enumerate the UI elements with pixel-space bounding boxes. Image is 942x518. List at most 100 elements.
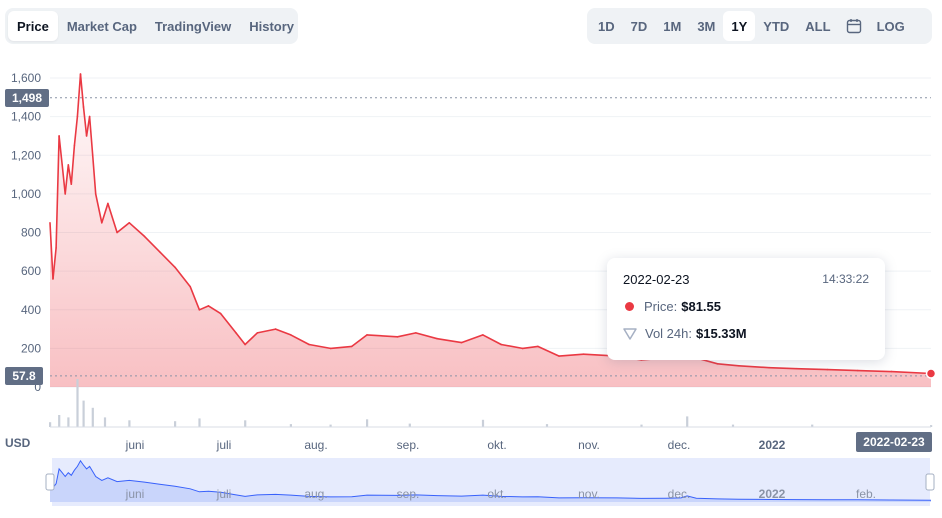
- y-tick-label: 1,600: [11, 71, 41, 85]
- tooltip-volume-label: Vol 24h:: [645, 326, 692, 341]
- range-1y[interactable]: 1Y: [723, 11, 756, 41]
- volume-bar: [686, 416, 689, 427]
- price-segment: [158, 251, 176, 269]
- price-segment: [350, 334, 368, 348]
- price-segment: [716, 362, 740, 367]
- navigator-tick-label: 2022: [759, 487, 786, 501]
- volume-bar: [49, 422, 52, 427]
- x-tick-label: 2022: [759, 438, 786, 452]
- navigator-tick-label: juli: [216, 487, 232, 501]
- navigator-x-axis: juni juli aug. sep. okt. nov. dec. 2022 feb.: [125, 487, 876, 501]
- price-segment: [890, 370, 932, 375]
- price-segment: [768, 366, 798, 370]
- price-segment: [366, 334, 399, 338]
- price-segment: [856, 369, 893, 373]
- y-tick-label: 800: [21, 226, 41, 240]
- navigator-right-handle[interactable]: [925, 473, 935, 491]
- navigator-area: [50, 460, 931, 502]
- navigator-line: [49, 459, 932, 501]
- price-segment: [308, 343, 332, 350]
- reference-lines: [50, 97, 931, 377]
- volume-bar: [731, 424, 735, 427]
- price-segment: [82, 106, 88, 137]
- price-segment: [49, 222, 54, 280]
- price-segment: [61, 164, 66, 195]
- range-ytd[interactable]: YTD: [763, 18, 790, 34]
- price-area: [50, 74, 931, 387]
- volume-bar: [91, 407, 94, 427]
- navigator-tick-label: sep.: [397, 487, 420, 501]
- price-segment: [396, 332, 417, 338]
- navigator-tick-label: juni: [125, 487, 145, 501]
- price-segment: [256, 328, 277, 334]
- volume-bar: [408, 423, 411, 427]
- tooltip-date: 2022-02-23: [623, 272, 690, 287]
- volume-bar: [128, 420, 131, 427]
- volume-bars: [49, 379, 933, 428]
- y-tick-label: 1,400: [11, 110, 41, 124]
- price-segment: [198, 305, 210, 311]
- volume-bar: [198, 418, 201, 427]
- y-axis: 0 200 400 600 800 1,000 1,200 1,400 1,600: [11, 71, 41, 394]
- price-segment: [107, 202, 118, 234]
- calendar-icon[interactable]: [839, 11, 869, 41]
- volume-bar: [67, 417, 70, 427]
- x-tick-label: aug.: [304, 438, 327, 452]
- tab-history[interactable]: History: [249, 18, 295, 34]
- x-tick-label: juni: [125, 438, 145, 452]
- price-segment: [76, 73, 82, 118]
- price-segment: [219, 312, 237, 334]
- price-segment: [558, 353, 585, 357]
- range-3m[interactable]: 3M: [697, 18, 716, 34]
- volume-bar: [366, 419, 369, 427]
- price-segment: [116, 222, 131, 234]
- log-scale-toggle[interactable]: LOG: [876, 18, 905, 34]
- price-segment: [64, 164, 70, 195]
- tab-tradingview[interactable]: TradingView: [154, 18, 232, 34]
- navigator-tick-label: aug.: [304, 487, 327, 501]
- price-segment: [55, 135, 60, 249]
- time-range-selector: 1D 7D 1M 3M 1Y YTD ALL LOG: [587, 8, 932, 44]
- price-segment: [189, 285, 201, 311]
- price-segment: [143, 235, 161, 253]
- price-segment: [414, 332, 439, 340]
- y-tick-label: 200: [21, 341, 41, 355]
- navigator-left-handle[interactable]: [45, 473, 55, 491]
- tooltip-price-label: Price:: [644, 299, 678, 314]
- range-1d[interactable]: 1D: [598, 18, 615, 34]
- range-1m[interactable]: 1M: [663, 18, 682, 34]
- price-segment: [101, 202, 109, 224]
- price-segment: [174, 266, 191, 288]
- price-segment: [329, 345, 353, 350]
- price-dot-icon: [625, 302, 634, 311]
- navigator-tick-label: feb.: [856, 487, 876, 501]
- price-segment: [500, 343, 524, 350]
- price-segment: [436, 337, 463, 344]
- crosshair-date-badge: 2022-02-23: [856, 432, 932, 452]
- volume-bar: [58, 415, 61, 427]
- tab-price[interactable]: Price: [8, 11, 58, 41]
- price-segment: [235, 332, 246, 346]
- price-segment: [826, 368, 859, 372]
- price-segment: [536, 345, 560, 357]
- price-segment: [274, 328, 292, 336]
- range-7d[interactable]: 7D: [630, 18, 648, 34]
- last-price-dot: [925, 368, 937, 379]
- range-navigator[interactable]: juni juli aug. sep. okt. nov. dec. 2022 feb.: [45, 458, 935, 506]
- x-tick-label: nov.: [578, 438, 600, 452]
- currency-label: USD: [5, 436, 31, 450]
- price-segment: [482, 334, 503, 346]
- price-segment: [91, 154, 97, 195]
- price-segment: [289, 334, 310, 346]
- price-segment: [738, 364, 771, 369]
- volume-bar: [289, 424, 292, 427]
- tab-market-cap[interactable]: Market Cap: [66, 18, 137, 34]
- y-tick-label: 1,000: [11, 187, 41, 201]
- tooltip-time: 14:33:22: [822, 272, 869, 286]
- range-all[interactable]: ALL: [805, 18, 831, 34]
- price-segment: [70, 144, 76, 185]
- high-price-badge: 1,498: [5, 89, 49, 107]
- price-segment: [94, 193, 103, 224]
- low-price-badge: 57.8: [5, 367, 43, 385]
